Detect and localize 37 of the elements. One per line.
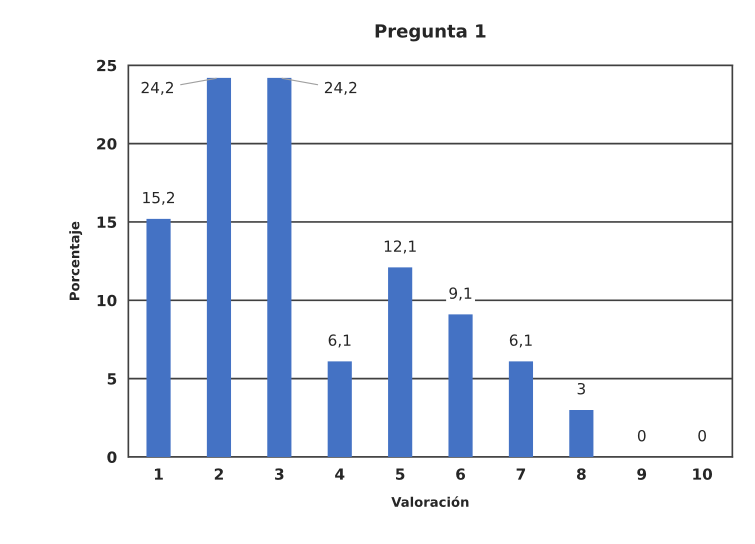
data-label: 6,1 [328, 334, 350, 348]
data-label: 12,1 [384, 240, 416, 254]
data-label: 9,1 [449, 287, 472, 300]
y-tick-label: 15 [98, 216, 116, 228]
y-tick-label: 25 [97, 60, 116, 72]
bar [388, 267, 412, 457]
data-label: 24,2 [142, 82, 173, 95]
bar [569, 410, 594, 457]
y-tick-label: 20 [97, 138, 117, 150]
x-tick-label: 4 [335, 468, 344, 480]
x-tick-label: 9 [637, 468, 646, 480]
x-axis-title: Valoración [391, 496, 468, 507]
y-tick-label: 10 [98, 294, 117, 306]
bar [146, 218, 171, 457]
y-tick-label: 5 [108, 373, 116, 385]
x-tick-label: 10 [693, 468, 712, 480]
y-tick-label: 0 [107, 451, 117, 463]
bar [206, 78, 232, 457]
data-label: 0 [638, 430, 646, 442]
bar [448, 314, 473, 457]
x-tick-label: 2 [214, 468, 223, 480]
data-label: 6,1 [510, 334, 532, 348]
x-tick-label: 6 [456, 468, 466, 480]
data-label: 24,2 [324, 82, 356, 95]
x-tick-label: 5 [396, 468, 404, 480]
y-axis-title: Porcentaje [69, 222, 82, 300]
bar [328, 361, 352, 457]
chart-title: Pregunta 1 [376, 24, 486, 42]
data-label: 0 [698, 430, 706, 442]
data-label: 3 [578, 382, 585, 394]
data-label: 15,2 [143, 192, 174, 205]
x-tick-label: 8 [576, 468, 586, 480]
bar [508, 361, 534, 457]
x-tick-label: 7 [516, 468, 526, 480]
bar [267, 78, 292, 457]
x-tick-label: 1 [154, 468, 163, 480]
x-tick-label: 3 [275, 468, 284, 480]
